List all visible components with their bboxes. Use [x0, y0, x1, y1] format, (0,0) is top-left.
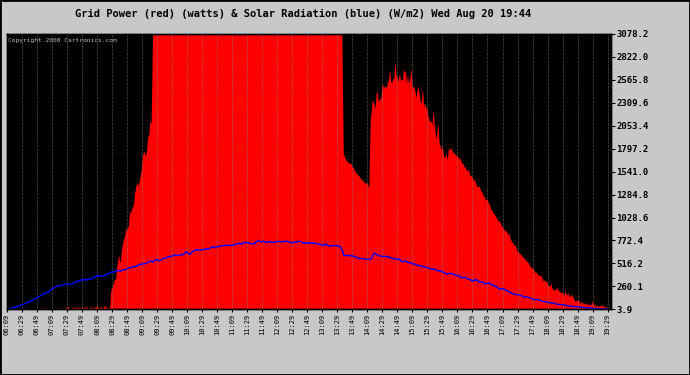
Text: Grid Power (red) (watts) & Solar Radiation (blue) (W/m2) Wed Aug 20 19:44: Grid Power (red) (watts) & Solar Radiati… [75, 9, 532, 20]
Text: Copyright 2008 Cartronics.com: Copyright 2008 Cartronics.com [8, 38, 117, 43]
